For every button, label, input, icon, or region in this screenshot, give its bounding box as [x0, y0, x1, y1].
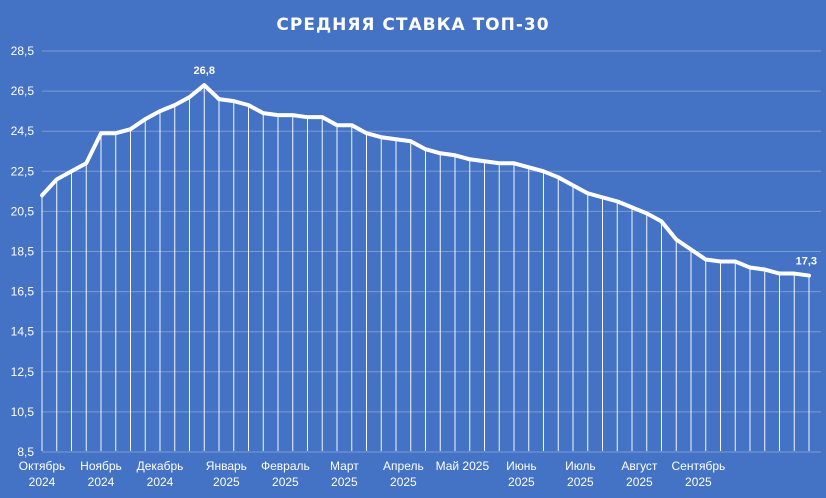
x-tick-label-month: Апрель	[383, 459, 424, 473]
y-tick-label: 8,5	[17, 445, 34, 459]
x-tick-label-year: 2025	[685, 475, 712, 489]
series-line-group	[40, 83, 811, 278]
x-tick-label-month: Март	[330, 459, 359, 473]
x-tick-label-month: Август	[621, 459, 658, 473]
y-tick-label: 18,5	[11, 245, 35, 259]
y-tick-label: 14,5	[11, 325, 35, 339]
x-tick-label-month: Январь	[206, 459, 247, 473]
x-tick-label-month: Май 2025	[436, 459, 490, 473]
y-tick-label: 10,5	[11, 405, 35, 419]
grid-lines	[42, 50, 821, 453]
x-tick-label-month: Сентябрь	[671, 459, 725, 473]
x-tick-label-month: Июль	[565, 459, 596, 473]
y-tick-label: 12,5	[11, 365, 35, 379]
x-tick-label-year: 2024	[147, 475, 174, 489]
chart-title: СРЕДНЯЯ СТАВКА ТОП-30	[276, 15, 549, 35]
y-tick-label: 22,5	[11, 164, 35, 178]
x-tick-label-month: Октябрь	[19, 459, 66, 473]
x-tick-label-year: 2024	[88, 475, 115, 489]
x-axis: Октябрь 2024 Ноябрь 2024 Декабрь 2024 Январь 20…	[19, 459, 726, 489]
x-tick-label-year: 2025	[567, 475, 594, 489]
data-labels: 26,8 17,3	[194, 65, 817, 267]
x-tick-label-month: Ноябрь	[80, 459, 122, 473]
x-tick-label-year: 2025	[331, 475, 358, 489]
x-tick-label-year: 2025	[626, 475, 653, 489]
x-tick-label-year: 2025	[213, 475, 240, 489]
x-tick-label-year: 2025	[390, 475, 417, 489]
series-line	[40, 83, 811, 278]
x-tick-label-year: 2025	[508, 475, 535, 489]
x-tick-label-month: Декабрь	[137, 459, 184, 473]
y-tick-label: 28,5	[11, 44, 35, 58]
data-label: 26,8	[194, 65, 215, 77]
x-tick-label-month: Февраль	[261, 459, 310, 473]
y-tick-label: 24,5	[11, 124, 35, 138]
x-tick-label-year: 2024	[29, 475, 56, 489]
y-tick-label: 16,5	[11, 285, 35, 299]
data-label: 17,3	[796, 256, 817, 268]
x-tick-label-month: Июнь	[506, 459, 537, 473]
y-axis: 8,5 10,5 12,5 14,5 16,5 18,5 20,5 22,5 24,5 26,5 2…	[11, 44, 35, 459]
drop-lines	[41, 85, 810, 451]
x-tick-label-year: 2025	[272, 475, 299, 489]
y-tick-label: 26,5	[11, 84, 35, 98]
y-tick-label: 20,5	[11, 204, 35, 218]
